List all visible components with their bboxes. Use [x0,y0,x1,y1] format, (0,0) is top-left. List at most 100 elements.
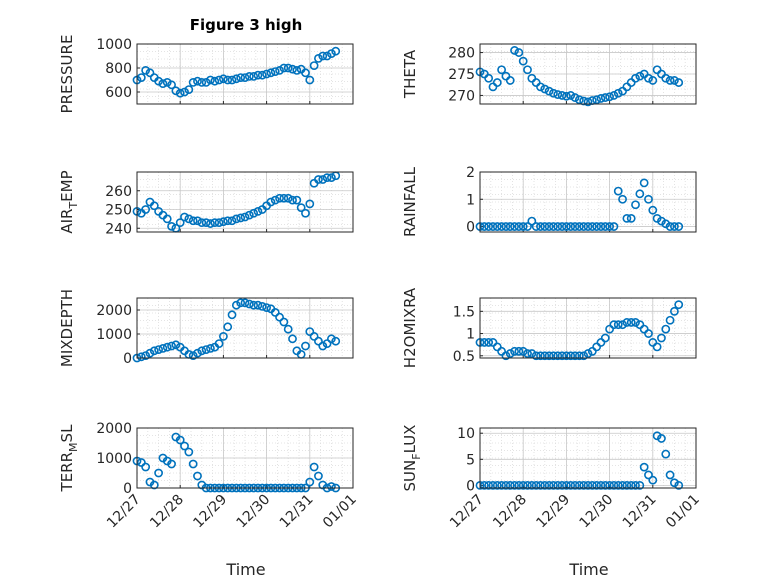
data-point [566,480,576,490]
data-point [674,300,684,310]
data-point [149,201,159,211]
data-point [618,194,627,204]
data-point [136,458,146,467]
y-label-part: SUN [401,460,419,492]
data-point [266,68,276,78]
data-point [514,222,524,231]
data-point [510,480,519,490]
data-point [514,346,524,356]
data-point [514,480,524,490]
data-point [206,343,215,353]
data-point [158,79,168,88]
axes-frame [479,43,697,105]
data-point [279,193,289,203]
data-point [639,178,649,188]
data-point [587,346,597,356]
data-point [167,221,176,231]
data-point [322,339,332,348]
axes-frame [136,43,354,105]
data-point [296,203,306,213]
x-axis-label-left: Time [225,560,265,579]
data-point [231,214,241,224]
data-point [557,222,567,231]
x-tick-label: 01/01 [663,492,703,532]
data-point [283,193,293,203]
data-point [227,310,237,320]
data-point [492,342,502,352]
data-point [600,333,610,343]
data-point [583,97,593,107]
data-point [600,93,610,102]
axes-frame [479,297,697,359]
data-point [249,72,259,81]
data-point [326,173,336,183]
data-point [596,338,606,347]
data-point [605,222,614,231]
data-point [592,222,602,231]
y-label-subscript: F [410,453,423,459]
data-point [570,480,580,490]
y-tick-label: 800 [105,61,132,77]
data-point [175,88,185,98]
data-point [631,200,640,210]
data-point [622,480,632,490]
data-point [596,222,606,231]
data-point [149,480,159,490]
y-label-part: SL [58,424,76,443]
data-point [613,88,623,98]
y-axis-label: AIRTEMP [58,170,80,233]
y-axis-label: MIXDEPTH [58,289,76,367]
data-point [210,218,220,228]
x-tick-label: 12/27 [104,492,144,532]
y-axis-label: THETA [401,49,419,99]
data-point [644,329,653,338]
data-point [531,480,541,490]
data-point [574,95,584,105]
data-point [661,219,671,229]
data-point [197,78,207,87]
data-point [201,78,211,87]
data-point [218,217,228,227]
data-point [639,462,649,472]
data-point [292,195,302,205]
data-point [497,480,506,490]
data-point [626,480,636,490]
data-point [162,214,172,224]
data-point [214,75,224,85]
data-point [218,331,228,341]
data-point [635,480,645,490]
data-point [549,222,558,231]
data-point [141,66,151,75]
data-point [587,222,597,231]
data-point [609,91,619,100]
data-point [244,299,254,309]
data-point [479,222,489,231]
y-label-part: TERR [58,452,76,493]
x-tick-label: 12/30 [577,492,617,532]
data-point [283,324,293,334]
data-point [257,70,267,80]
y-tick-label: 2000 [96,303,132,319]
axes-frame [136,297,354,359]
data-point [275,312,284,322]
y-tick-label: 275 [448,67,475,83]
data-point [240,73,250,82]
data-point [613,186,623,196]
data-point [674,222,684,231]
data-point [167,459,176,469]
y-tick-label: 0.5 [453,349,475,365]
y-tick-label: 270 [448,88,475,104]
y-tick-label: 0 [123,351,132,367]
data-point [518,222,528,231]
y-axis-label: H2OMIXRA [401,287,419,368]
data-point [657,216,666,226]
data-point [518,346,528,356]
y-label-part: EMP [58,170,76,201]
data-point [326,49,336,58]
data-point [188,459,198,469]
x-tick-label: 12/27 [447,492,487,532]
data-point [579,96,589,106]
data-point [314,336,323,346]
data-point [523,65,532,75]
